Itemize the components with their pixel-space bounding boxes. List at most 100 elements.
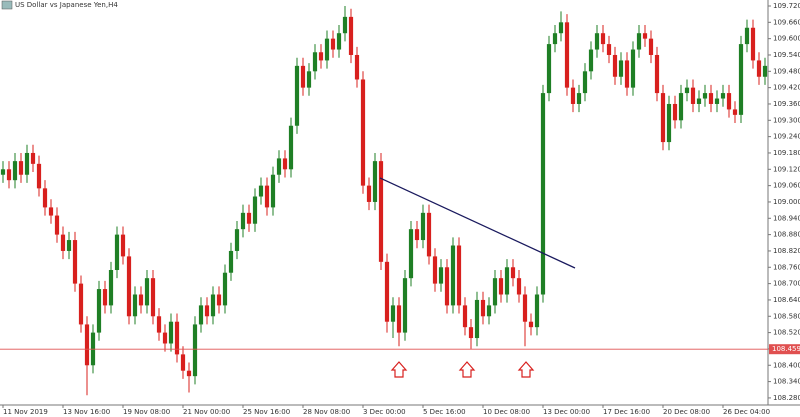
candle-body: [210, 294, 216, 317]
y-tick-label: 109.480: [773, 67, 800, 75]
candle-body: [396, 305, 402, 333]
x-tick-label: 10 Dec 08:00: [483, 408, 530, 416]
y-tick-label: 109.240: [773, 133, 800, 141]
x-tick-label: 11 Nov 2019: [3, 408, 48, 416]
x-tick-label: 28 Nov 08:00: [303, 408, 350, 416]
candle-body: [702, 93, 708, 99]
candle-body: [528, 321, 534, 328]
candle-body: [660, 93, 666, 143]
candle-body: [354, 54, 360, 80]
candle-body: [474, 299, 480, 339]
candle-body: [666, 103, 672, 143]
candle-body: [312, 52, 318, 72]
candle-body: [246, 212, 252, 224]
candle-body: [402, 278, 408, 333]
candle-body: [570, 87, 576, 104]
candle-body: [300, 65, 306, 88]
y-tick-label: 108.940: [773, 214, 800, 222]
x-tick-label: 17 Dec 16:00: [603, 408, 650, 416]
candle-body: [654, 54, 660, 94]
icon: [1, 0, 13, 10]
candle-body: [120, 234, 126, 257]
candle-body: [732, 109, 738, 115]
candle-body: [366, 185, 372, 202]
candle-body: [390, 305, 396, 322]
x-tick-label: 25 Nov 16:00: [243, 408, 290, 416]
candle-body: [480, 299, 486, 317]
y-tick-label: 108.520: [773, 329, 800, 337]
candle-body: [318, 52, 324, 61]
candle-body: [174, 321, 180, 355]
candle-body: [60, 234, 66, 251]
y-tick-label: 109.720: [773, 2, 800, 10]
candle-body: [708, 93, 714, 104]
candle-body: [444, 267, 450, 306]
candle-body: [450, 245, 456, 306]
candle-body: [108, 270, 114, 306]
y-tick-label: 108.640: [773, 296, 800, 304]
candle-body: [690, 87, 696, 104]
candle-body: [756, 60, 762, 77]
candle-body: [78, 283, 84, 325]
candle-body: [192, 324, 198, 377]
candle-body: [714, 98, 720, 104]
y-tick-label: 109.660: [773, 18, 800, 26]
y-tick-label: 108.700: [773, 280, 800, 288]
candle-body: [456, 245, 462, 306]
candle-body: [156, 316, 162, 333]
candle-body: [606, 44, 612, 55]
candle-body: [408, 229, 414, 279]
y-tick-label: 108.820: [773, 247, 800, 255]
candle-body: [330, 38, 336, 50]
x-tick-label: 5 Dec 16:00: [423, 408, 466, 416]
candle-body: [612, 54, 618, 77]
candle-body: [540, 93, 546, 295]
candle-body: [114, 234, 120, 270]
candle-body: [198, 305, 204, 325]
candle-body: [414, 229, 420, 241]
candle-body: [12, 161, 18, 181]
y-tick-label: 109.000: [773, 198, 800, 206]
candle-body: [558, 22, 564, 34]
candle-body: [630, 49, 636, 88]
candle-body: [672, 103, 678, 121]
candle-body: [72, 240, 78, 284]
candle-body: [438, 267, 444, 284]
candle-body: [546, 44, 552, 94]
x-tick-label: 26 Dec 04:00: [723, 408, 770, 416]
candle-body: [594, 33, 600, 50]
y-tick-label: 108.400: [773, 361, 800, 369]
price-label-bg: [769, 344, 800, 355]
candle-body: [504, 267, 510, 295]
candle-body: [588, 49, 594, 72]
candle-body: [360, 79, 366, 186]
candle-body: [486, 305, 492, 317]
candle-body: [516, 278, 522, 295]
candle-body: [132, 294, 138, 317]
candle-body: [378, 161, 384, 262]
candle-body: [138, 294, 144, 306]
candle-body: [534, 294, 540, 328]
candle-body: [720, 93, 726, 99]
candle-body: [624, 60, 630, 88]
candle-body: [258, 185, 264, 197]
arrows: [390, 361, 535, 378]
candle-body: [324, 38, 330, 61]
candle-body: [552, 33, 558, 45]
candle-body: [462, 305, 468, 328]
candle-body: [6, 169, 12, 181]
candle-body: [42, 188, 48, 208]
candle-body: [744, 27, 750, 45]
candle-body: [498, 278, 504, 295]
candle-body: [696, 98, 702, 104]
candle-body: [162, 332, 168, 344]
candle-body: [144, 278, 150, 306]
candle-body: [684, 87, 690, 94]
chart-title: US Dollar vs Japanese Yen,H4: [15, 1, 118, 9]
candle-body: [600, 33, 606, 45]
arrow: [390, 361, 408, 378]
candle-body: [264, 185, 270, 208]
candle-body: [180, 354, 186, 371]
candle-body: [54, 215, 60, 235]
